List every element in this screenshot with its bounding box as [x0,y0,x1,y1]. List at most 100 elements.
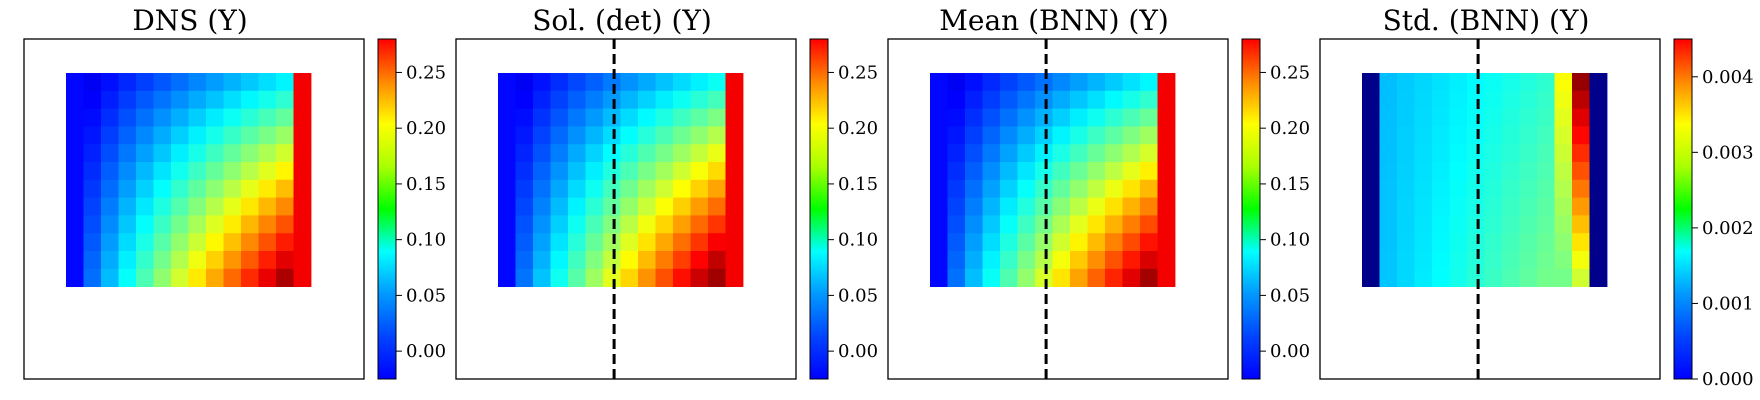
heatmap-cell [690,251,709,270]
heatmap-cell [550,108,569,127]
heatmap-cell [533,215,551,234]
heatmap-cell [276,233,294,252]
heatmap-cell [603,268,621,287]
heatmap-cell [1554,144,1573,163]
heatmap-cell [1484,162,1503,181]
heatmap-cell [293,215,312,234]
heatmap-cell [241,179,259,198]
heatmap-cell [1070,108,1088,127]
heatmap-cell [1414,126,1433,145]
heatmap-cell [533,162,551,181]
heatmap-cell [206,126,224,145]
heatmap-cell [1414,233,1433,252]
heatmap-cell [1087,251,1106,270]
heatmap-cell [1432,179,1450,198]
heatmap-cell [1122,268,1141,287]
heatmap-cell [1140,162,1158,181]
heatmap-cell [708,126,726,145]
heatmap-cell [1502,73,1520,92]
heatmap-cell [1502,251,1520,270]
heatmap-cell [498,197,516,216]
heatmap-cell [1157,108,1176,127]
heatmap-cell [206,233,224,252]
heatmap-cell [1484,108,1503,127]
heatmap-cell [136,268,154,287]
heatmap-cell [101,233,119,252]
heatmap-cell [585,144,604,163]
heatmap-cell [1397,162,1415,181]
heatmap-cell [1017,179,1036,198]
heatmap-cell [930,90,948,109]
heatmap-cell [1000,179,1018,198]
heatmap-cell [620,197,639,216]
heatmap-cell [206,179,224,198]
heatmap-cell [1157,215,1176,234]
colorbar-tick-label: 0.05 [406,285,446,306]
heatmap-cell [1414,90,1433,109]
heatmap-cell [515,179,534,198]
heatmap-cell [1000,233,1018,252]
heatmap-cell [515,73,534,92]
heatmap-cell [1572,233,1590,252]
heatmap-cell [171,179,189,198]
heatmap-cell [83,197,102,216]
heatmap-cell [153,179,172,198]
heatmap-cell [1362,73,1380,92]
heatmap-cell [965,162,983,181]
heatmap-cell [1087,108,1106,127]
heatmap-cell [568,90,586,109]
colorbar-tick-label: 0.05 [1270,285,1310,306]
heatmap-cell [1157,90,1176,109]
heatmap-cell [258,126,277,145]
heatmap-cell [1140,233,1158,252]
heatmap-cell [1554,268,1573,287]
heatmap-cell [533,233,551,252]
heatmap-cell [655,197,674,216]
heatmap-cell [1017,215,1036,234]
heatmap-cell [1484,197,1503,216]
heatmap-cell [1087,90,1106,109]
heatmap-cell [1449,90,1468,109]
panel-title: Sol. (det) (Y) [532,4,712,37]
heatmap-cell [690,90,709,109]
heatmap-cell [153,108,172,127]
heatmap-cell [276,215,294,234]
heatmap-cell [83,73,102,92]
heatmap-cell [118,90,137,109]
heatmap-cell [1105,215,1123,234]
heatmap-cell [708,268,726,287]
heatmap-cell [276,108,294,127]
heatmap-cell [1017,126,1036,145]
heatmap-cell [515,162,534,181]
heatmap-cell [1070,215,1088,234]
heatmap-cell [930,162,948,181]
heatmap-cell [568,233,586,252]
heatmap-cell [585,251,604,270]
heatmap-cell [1414,144,1433,163]
heatmap-cell [585,215,604,234]
heatmap-cell [638,108,656,127]
heatmap-cell [1572,126,1590,145]
heatmap-cell [1589,90,1608,109]
heatmap-cell [1140,126,1158,145]
heatmap-cell [153,251,172,270]
heatmap-cell [585,108,604,127]
heatmap-cell [603,162,621,181]
heatmap-cell [1589,233,1608,252]
heatmap-cell [1105,251,1123,270]
heatmap-cell [638,126,656,145]
heatmap-cell [585,233,604,252]
heatmap-cell [1502,162,1520,181]
heatmap-cell [947,268,966,287]
heatmap-cell [1432,268,1450,287]
heatmap-cell [258,215,277,234]
heatmap-cell [1449,162,1468,181]
heatmap-cell [620,144,639,163]
heatmap-cell [965,215,983,234]
heatmap-cell [1502,144,1520,163]
heatmap-cell [1070,73,1088,92]
heatmap-cell [206,73,224,92]
heatmap-cell [1572,90,1590,109]
heatmap-cell [206,268,224,287]
heatmap-cell [206,197,224,216]
